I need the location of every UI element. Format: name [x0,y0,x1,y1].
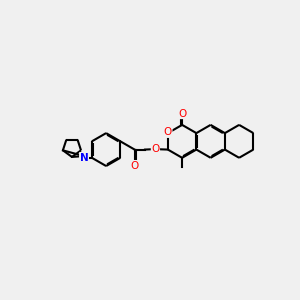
Text: N: N [80,153,88,163]
Text: O: O [151,144,160,154]
Text: N: N [80,153,88,163]
Text: O: O [178,109,186,118]
Text: O: O [130,160,139,170]
Text: O: O [164,128,172,137]
